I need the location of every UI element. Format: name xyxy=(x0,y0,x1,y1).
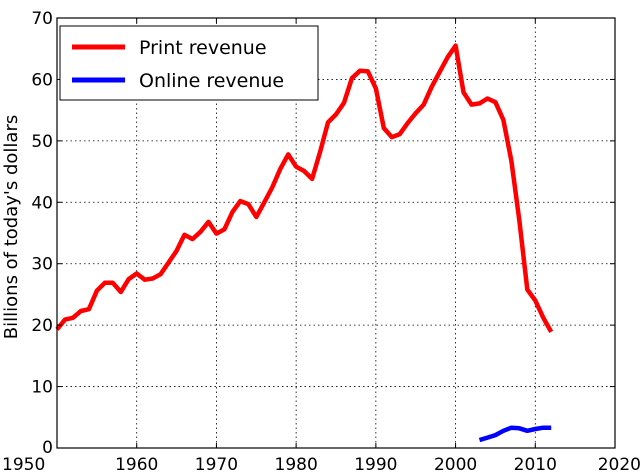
legend: Print revenue Online revenue xyxy=(59,25,319,101)
x-tick-label: 1950 xyxy=(2,455,45,472)
x-tick-label: 1980 xyxy=(275,455,318,472)
plot-frame xyxy=(56,17,616,449)
legend-label-print-revenue: Print revenue xyxy=(139,37,267,59)
y-tick-label: 30 xyxy=(31,255,53,275)
x-tick-label: 2010 xyxy=(514,455,557,472)
y-tick-label: 70 xyxy=(31,9,53,29)
x-tick-label: 1990 xyxy=(354,455,397,472)
y-axis-label: Billions of today's dollars xyxy=(1,115,22,339)
series-layer xyxy=(55,43,554,443)
y-tick-label: 50 xyxy=(31,132,53,152)
tick-layer: 1950 1960 1970 1980 1990 2000 2010 2020 0 10 20 30 4… xyxy=(2,9,641,472)
y-tick-label: 20 xyxy=(31,316,53,336)
y-tick-label: 40 xyxy=(31,193,53,213)
x-tick-label: 2020 xyxy=(598,455,641,472)
legend-label-online-revenue: Online revenue xyxy=(139,70,284,92)
series-line-online-revenue xyxy=(478,425,552,443)
y-tick-label: 60 xyxy=(31,70,53,90)
x-tick-label: 2000 xyxy=(434,455,477,472)
y-tick-label: 0 xyxy=(42,438,53,458)
x-tick-label: 1970 xyxy=(195,455,238,472)
x-tick-label: 1960 xyxy=(115,455,158,472)
y-tick-label: 10 xyxy=(31,378,53,398)
series-line-print-revenue xyxy=(55,43,554,333)
legend-box xyxy=(59,25,319,101)
